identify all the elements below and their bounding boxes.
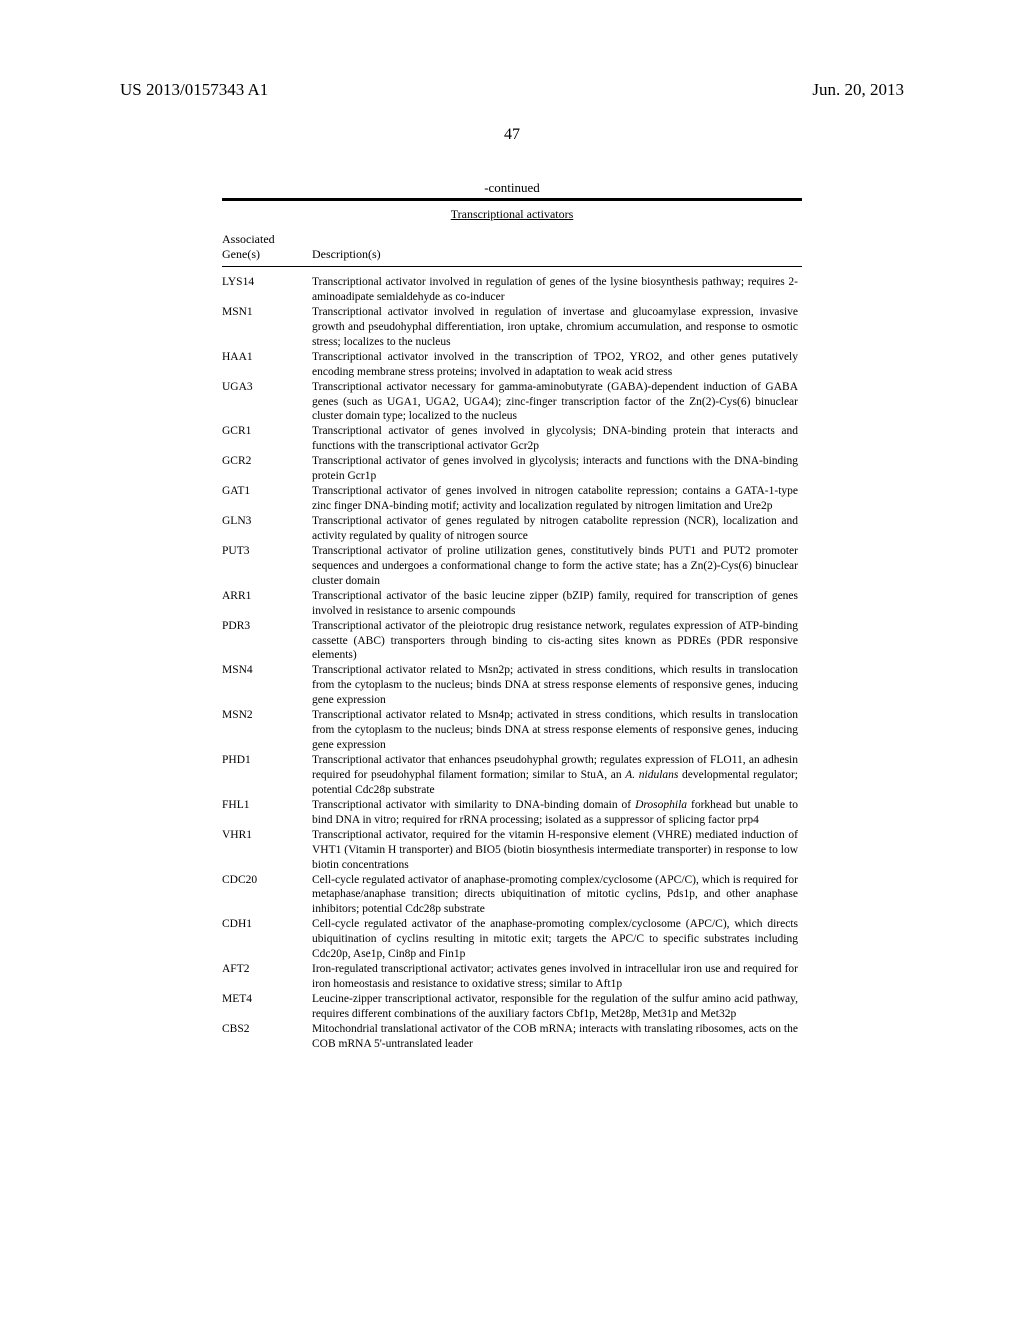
table-row: CBS2Mitochondrial translational activato… <box>222 1022 802 1052</box>
table-row: LYS14Transcriptional activator involved … <box>222 275 802 305</box>
table-row: CDC20Cell-cycle regulated activator of a… <box>222 873 802 918</box>
desc-cell: Transcriptional activator of proline uti… <box>312 544 802 589</box>
table-row: MSN2Transcriptional activator related to… <box>222 708 802 753</box>
gene-cell: PDR3 <box>222 619 312 664</box>
desc-cell: Leucine-zipper transcriptional activator… <box>312 992 802 1022</box>
table-row: VHR1Transcriptional activator, required … <box>222 828 802 873</box>
desc-cell: Transcriptional activator, required for … <box>312 828 802 873</box>
gene-cell: LYS14 <box>222 275 312 305</box>
gene-cell: MSN4 <box>222 663 312 708</box>
desc-cell: Iron-regulated transcriptional activator… <box>312 962 802 992</box>
table-row: PHD1Transcriptional activator that enhan… <box>222 753 802 798</box>
desc-cell: Transcriptional activator necessary for … <box>312 380 802 425</box>
table-row: FHL1Transcriptional activator with simil… <box>222 798 802 828</box>
col-header-gene-line2: Gene(s) <box>222 247 312 262</box>
gene-cell: MET4 <box>222 992 312 1022</box>
gene-cell: MSN1 <box>222 305 312 350</box>
gene-cell: AFT2 <box>222 962 312 992</box>
table-row: GAT1Transcriptional activator of genes i… <box>222 484 802 514</box>
desc-cell: Cell-cycle regulated activator of the an… <box>312 917 802 962</box>
top-rule <box>222 198 802 201</box>
table-row: HAA1Transcriptional activator involved i… <box>222 350 802 380</box>
table-row: PUT3Transcriptional activator of proline… <box>222 544 802 589</box>
gene-cell: UGA3 <box>222 380 312 425</box>
gene-cell: GCR2 <box>222 454 312 484</box>
gene-cell: MSN2 <box>222 708 312 753</box>
table-title: Transcriptional activators <box>222 203 802 232</box>
gene-cell: PHD1 <box>222 753 312 798</box>
continued-label: -continued <box>222 180 802 196</box>
gene-cell: VHR1 <box>222 828 312 873</box>
desc-cell: Transcriptional activator of genes invol… <box>312 454 802 484</box>
doc-date: Jun. 20, 2013 <box>812 80 904 100</box>
gene-cell: CBS2 <box>222 1022 312 1052</box>
gene-cell: GAT1 <box>222 484 312 514</box>
gene-cell: FHL1 <box>222 798 312 828</box>
table-row: MET4Leucine-zipper transcriptional activ… <box>222 992 802 1022</box>
desc-cell: Mitochondrial translational activator of… <box>312 1022 802 1052</box>
table-row: ARR1Transcriptional activator of the bas… <box>222 589 802 619</box>
gene-cell: GLN3 <box>222 514 312 544</box>
table-container: -continued Transcriptional activators As… <box>222 180 802 1052</box>
gene-cell: ARR1 <box>222 589 312 619</box>
table-body: LYS14Transcriptional activator involved … <box>222 275 802 1052</box>
table-row: MSN4Transcriptional activator related to… <box>222 663 802 708</box>
col-header-desc: Description(s) <box>312 232 802 262</box>
desc-cell: Transcriptional activator of genes regul… <box>312 514 802 544</box>
desc-cell: Transcriptional activator of genes invol… <box>312 484 802 514</box>
gene-cell: HAA1 <box>222 350 312 380</box>
table-row: MSN1Transcriptional activator involved i… <box>222 305 802 350</box>
gene-cell: PUT3 <box>222 544 312 589</box>
table-row: GCR2Transcriptional activator of genes i… <box>222 454 802 484</box>
col-header-gene-line1: Associated <box>222 232 312 247</box>
table-row: AFT2Iron-regulated transcriptional activ… <box>222 962 802 992</box>
col-header-gene: Associated Gene(s) <box>222 232 312 262</box>
table-row: GCR1Transcriptional activator of genes i… <box>222 424 802 454</box>
table-row: PDR3Transcriptional activator of the ple… <box>222 619 802 664</box>
gene-cell: GCR1 <box>222 424 312 454</box>
page-number: 47 <box>120 126 904 144</box>
desc-cell: Transcriptional activator that enhances … <box>312 753 802 798</box>
desc-cell: Transcriptional activator involved in re… <box>312 305 802 350</box>
gene-cell: CDC20 <box>222 873 312 918</box>
column-headers: Associated Gene(s) Description(s) <box>222 232 802 267</box>
table-row: CDH1Cell-cycle regulated activator of th… <box>222 917 802 962</box>
gene-cell: CDH1 <box>222 917 312 962</box>
desc-cell: Transcriptional activator of genes invol… <box>312 424 802 454</box>
desc-cell: Cell-cycle regulated activator of anapha… <box>312 873 802 918</box>
desc-cell: Transcriptional activator involved in re… <box>312 275 802 305</box>
table-row: GLN3Transcriptional activator of genes r… <box>222 514 802 544</box>
table-row: UGA3Transcriptional activator necessary … <box>222 380 802 425</box>
desc-cell: Transcriptional activator with similarit… <box>312 798 802 828</box>
desc-cell: Transcriptional activator of the pleiotr… <box>312 619 802 664</box>
doc-number: US 2013/0157343 A1 <box>120 80 268 100</box>
desc-cell: Transcriptional activator of the basic l… <box>312 589 802 619</box>
desc-cell: Transcriptional activator related to Msn… <box>312 708 802 753</box>
desc-cell: Transcriptional activator related to Msn… <box>312 663 802 708</box>
desc-cell: Transcriptional activator involved in th… <box>312 350 802 380</box>
page-header: US 2013/0157343 A1 Jun. 20, 2013 <box>120 80 904 100</box>
